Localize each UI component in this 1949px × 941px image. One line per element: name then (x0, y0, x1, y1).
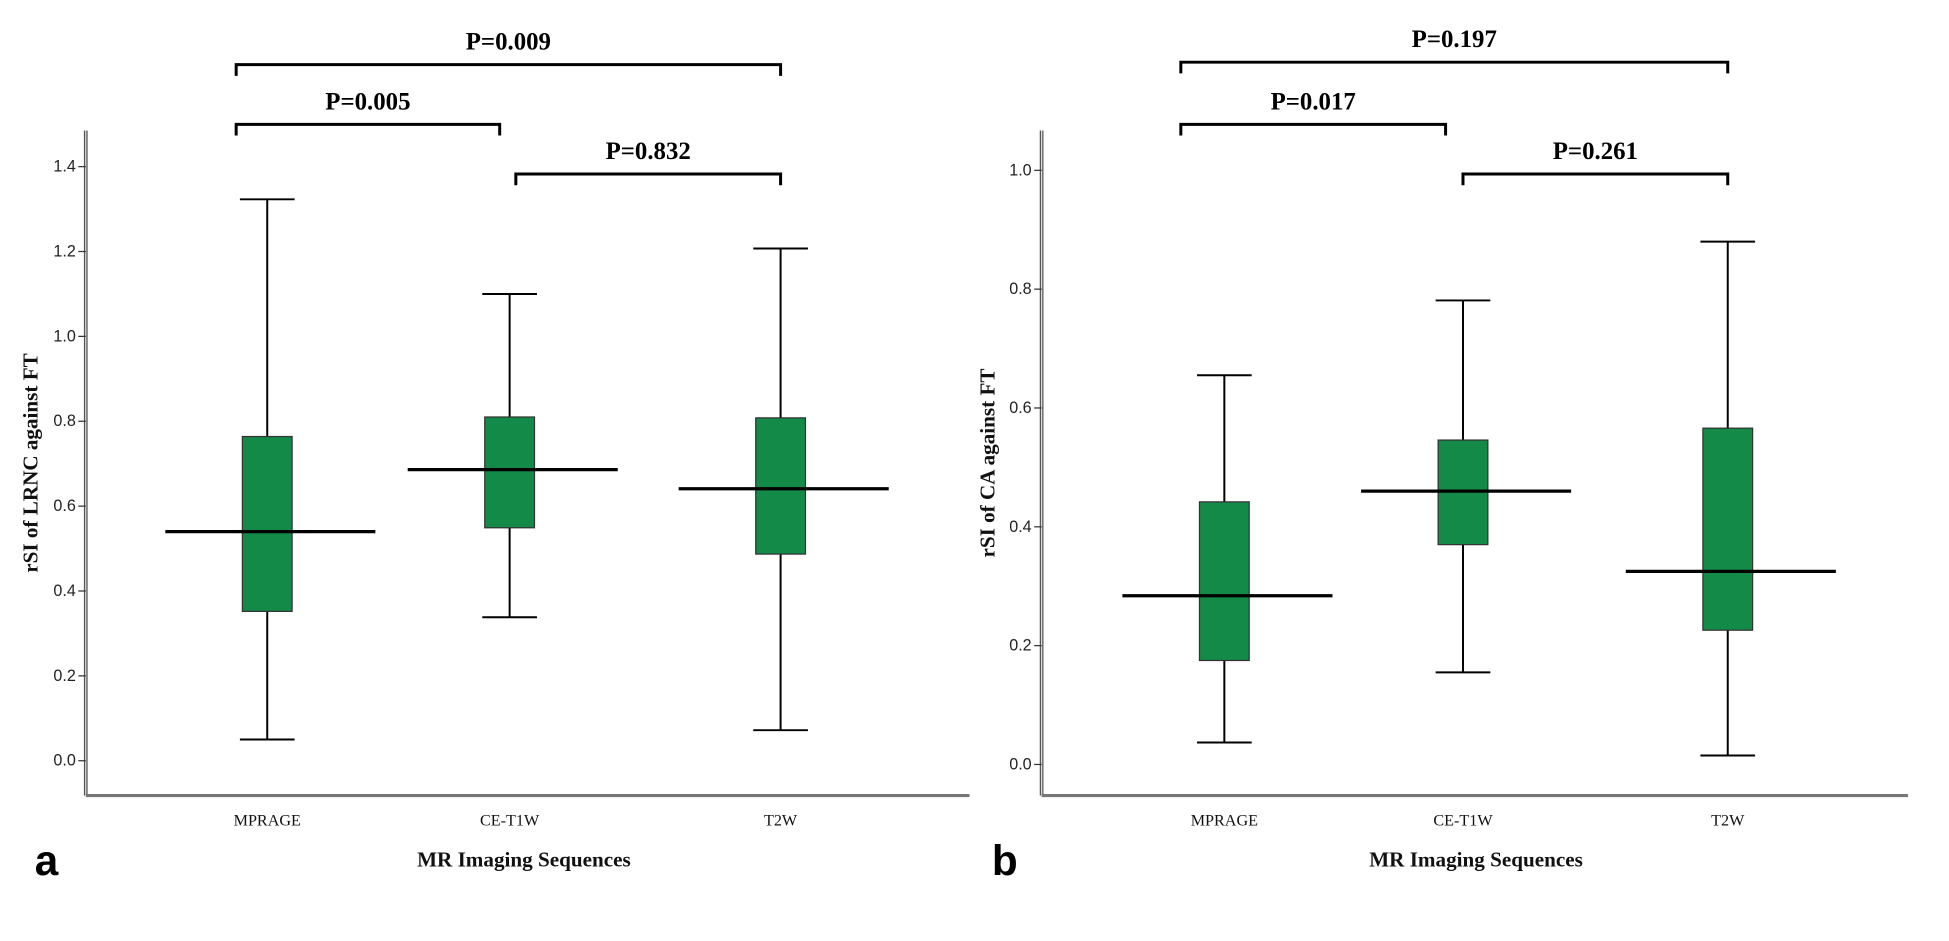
iqr-box (755, 417, 807, 555)
y-tick-label: 0.0 (1009, 755, 1031, 773)
p-value-label: P=0.009 (466, 29, 551, 56)
box-mprage (1122, 374, 1333, 744)
y-tick-label: 1.2 (53, 242, 75, 260)
significance-bracket (514, 172, 783, 186)
y-tick-label: 0.6 (53, 497, 75, 515)
y-tick-label: 0.4 (53, 582, 75, 600)
panel-label: a (35, 837, 59, 884)
panel-label: b (992, 837, 1018, 884)
box-mprage (165, 198, 376, 741)
x-tick-label: CE-T1W (480, 812, 540, 829)
y-tick-label: 0.8 (53, 412, 75, 430)
p-value-label: P=0.261 (1553, 138, 1638, 165)
x-axis-title: MR Imaging Sequences (417, 847, 631, 871)
significance-bracket (234, 122, 502, 136)
significance-bracket (1179, 60, 1730, 74)
box-ce-t1w (1361, 299, 1572, 674)
y-tick-label: 0.0 (53, 752, 75, 770)
x-tick-label: T2W (1711, 812, 1745, 829)
significance-bracket (1179, 122, 1448, 136)
iqr-box (1198, 501, 1250, 662)
x-tick-label: T2W (764, 812, 798, 829)
x-axis-title: MR Imaging Sequences (1369, 847, 1583, 871)
x-tick-label: CE-T1W (1433, 812, 1493, 829)
y-tick-label: 0.4 (1009, 518, 1031, 536)
iqr-box (1702, 427, 1754, 631)
x-tick-label: MPRAGE (1191, 812, 1258, 829)
y-tick-label: 1.0 (1009, 161, 1031, 179)
p-value-label: P=0.197 (1412, 26, 1497, 53)
y-tick-label: 0.2 (53, 667, 75, 685)
x-tick-label: MPRAGE (234, 812, 301, 829)
y-tick-label: 0.6 (1009, 399, 1031, 417)
box-t2w (678, 247, 889, 732)
significance-bracket (1461, 172, 1730, 186)
panel-b: 0.0 0.2 0.4 0.6 0.8 1.0 rSI of CA against FT MP… (975, 26, 1908, 884)
box-ce-t1w (407, 292, 618, 619)
y-tick-label: 1.0 (53, 327, 75, 345)
p-value-label: P=0.832 (606, 138, 691, 165)
p-value-label: P=0.005 (325, 88, 410, 115)
y-tick-label: 1.4 (53, 158, 75, 176)
y-tick-label: 0.2 (1009, 637, 1031, 655)
iqr-box (241, 435, 293, 612)
y-axis-title: rSI of LRNC against FT (18, 353, 42, 572)
p-value-label: P=0.017 (1271, 88, 1356, 115)
y-tick-label: 0.8 (1009, 280, 1031, 298)
y-axis-title: rSI of CA against FT (975, 369, 999, 558)
panel-a: 0.0 0.2 0.4 0.6 0.8 1.0 1.2 1.4 rSI of LRNC agai… (18, 29, 970, 884)
box-t2w (1625, 240, 1836, 757)
iqr-box (484, 416, 536, 529)
significance-bracket (234, 63, 783, 76)
